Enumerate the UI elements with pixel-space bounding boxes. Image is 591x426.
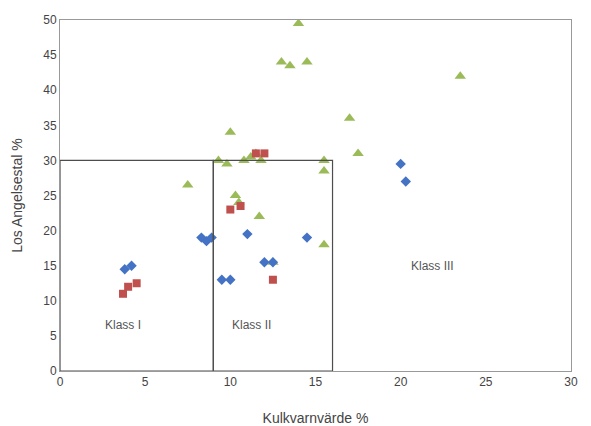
svg-text:Kulkvarnvärde %: Kulkvarnvärde %	[263, 410, 369, 426]
svg-text:Klass III: Klass III	[411, 259, 454, 273]
svg-text:35: 35	[43, 119, 57, 133]
svg-text:0: 0	[50, 364, 57, 378]
svg-text:Klass I: Klass I	[105, 318, 141, 332]
svg-text:50: 50	[43, 13, 57, 27]
svg-text:5: 5	[50, 329, 57, 343]
svg-text:30: 30	[43, 154, 57, 168]
svg-text:20: 20	[43, 224, 57, 238]
svg-text:10: 10	[43, 294, 57, 308]
svg-text:20: 20	[394, 375, 408, 389]
svg-text:5: 5	[142, 375, 149, 389]
svg-text:40: 40	[43, 83, 57, 97]
svg-text:Klass II: Klass II	[232, 318, 271, 332]
svg-text:15: 15	[43, 259, 57, 273]
svg-text:0: 0	[57, 375, 64, 389]
svg-text:Los Angelsestal %: Los Angelsestal %	[9, 138, 25, 252]
svg-text:10: 10	[224, 375, 238, 389]
svg-text:25: 25	[43, 189, 57, 203]
svg-text:25: 25	[479, 375, 493, 389]
svg-text:30: 30	[564, 375, 578, 389]
svg-text:15: 15	[309, 375, 323, 389]
svg-text:45: 45	[43, 48, 57, 62]
